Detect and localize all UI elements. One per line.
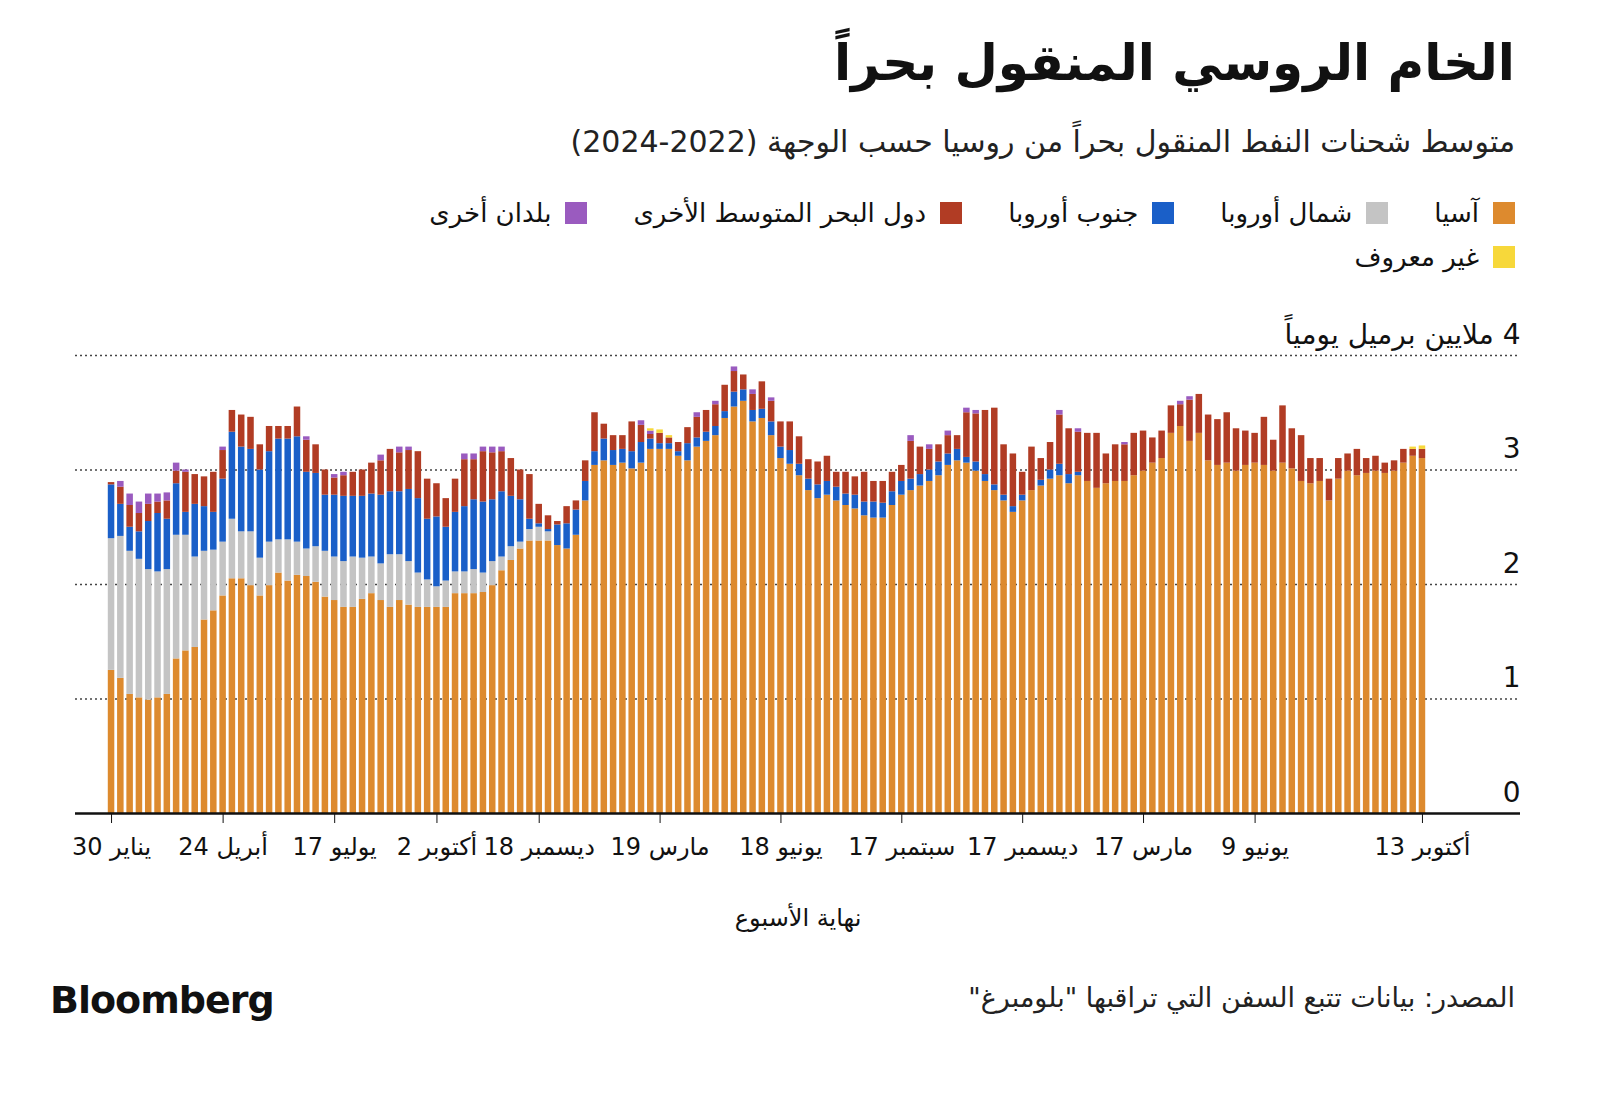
svg-text:13 أكتوبر: 13 أكتوبر (1375, 831, 1471, 861)
svg-text:17 يوليو: 17 يوليو (293, 833, 377, 861)
html-text:متوسط شحنات النفط المنقول بحرا: متوسط شحنات النفط المنقول بحراً من روسيا… (570, 124, 1515, 159)
html-text:دول البحر المتوسط الأخرى: دول البحر المتوسط الأخرى (633, 198, 927, 228)
html-text:الخام الروسي المنقول بحراً: الخام الروسي المنقول بحراً (833, 34, 1515, 92)
html-text:شمال أوروبا: شمال أوروبا (1220, 198, 1353, 228)
html-text:Bloomberg: Bloomberg (50, 978, 274, 1022)
svg-text:19 مارس: 19 مارس (610, 833, 709, 861)
svg-text:نهاية الأسبوع: نهاية الأسبوع (735, 903, 862, 932)
svg-text:2: 2 (1503, 547, 1521, 580)
html-text:جنوب أوروبا: جنوب أوروبا (1008, 198, 1139, 228)
svg-text:9 يونيو: 9 يونيو (1221, 833, 1289, 861)
html-text:بلدان أخرى: بلدان أخرى (429, 198, 552, 228)
html-text:غير معروف: غير معروف (1354, 242, 1479, 272)
svg-text:3: 3 (1503, 432, 1521, 465)
svg-text:17 ديسمبر: 17 ديسمبر (967, 833, 1078, 861)
svg-text:24 أبريل: 24 أبريل (178, 831, 268, 861)
svg-text:30 يناير: 30 يناير (72, 833, 151, 861)
svg-text:18 ديسمبر: 18 ديسمبر (484, 833, 595, 861)
svg-text:17 سبتمبر: 17 سبتمبر (848, 833, 955, 861)
html-text:المصدر: بيانات تتبع السفن التي: المصدر: بيانات تتبع السفن التي تراقبها "… (968, 982, 1515, 1013)
svg-text:17 مارس: 17 مارس (1094, 833, 1193, 861)
html-text:آسيا: آسيا (1434, 198, 1479, 228)
svg-text:4 ملايين برميل يومياً: 4 ملايين برميل يومياً (1284, 313, 1520, 350)
svg-text:0: 0 (1503, 776, 1521, 809)
svg-text:1: 1 (1503, 661, 1521, 694)
svg-text:18 يونيو: 18 يونيو (739, 833, 823, 861)
svg-text:2 أكتوبر: 2 أكتوبر (397, 831, 478, 861)
